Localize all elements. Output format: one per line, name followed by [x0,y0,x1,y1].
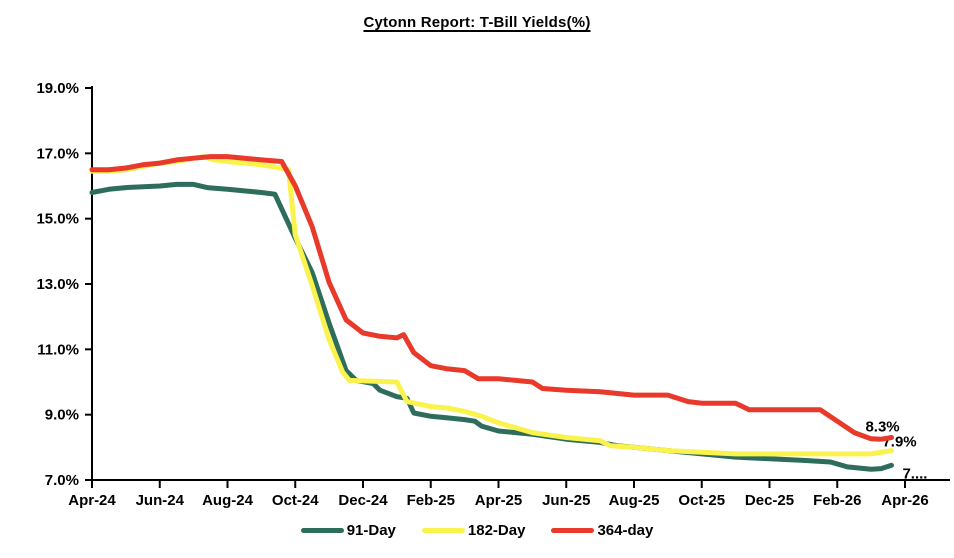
x-axis-label: Apr-26 [881,492,929,509]
x-axis-label: Jun-24 [136,492,185,509]
x-axis-label: Dec-24 [338,492,388,509]
x-axis-label: Feb-25 [407,492,455,509]
y-axis-label: 11.0% [37,341,79,358]
x-axis-label: Oct-24 [272,492,319,509]
x-axis-label: Aug-24 [202,492,253,509]
y-axis-label: 9.0% [45,407,79,424]
chart-legend: 91-Day 182-Day 364-day [0,517,954,543]
x-axis-label: Apr-24 [68,492,116,509]
x-axis-label: Apr-25 [475,492,523,509]
legend-item-182-day: 182-Day [421,521,526,539]
y-axis-label: 13.0% [36,276,79,293]
y-axis-label: 17.0% [36,145,79,162]
end-data-label-364-day: 8.3% [865,419,899,436]
chart-title: Cytonn Report: T-Bill Yields(%) [363,14,591,31]
legend-swatch-364-day [551,527,595,533]
legend-label-91-day: 91-Day [346,521,396,539]
tbill-yields-plot: 7.0% 9.0% 11.0% 13.0% 15.0% 17.0% 19.0% Apr-24 J… [36,80,950,509]
legend-label-364-day: 364-day [597,521,654,539]
series-line-364-day [89,154,894,442]
end-data-label-91-day: 7.... [902,465,927,482]
y-axis-label: 7.0% [45,472,79,489]
y-axis-label: 19.0% [36,80,79,97]
series-line-91-day [89,181,894,472]
x-axis-label: Jun-25 [542,492,590,509]
y-axis-label: 15.0% [36,211,79,228]
x-axis-label: Dec-25 [745,492,794,509]
legend-label-182-day: 182-Day [467,521,526,539]
axes [85,86,950,488]
x-axis-label: Feb-26 [813,492,861,509]
x-axis-label: Oct-25 [678,492,725,509]
legend-item-364-day: 364-day [551,522,653,539]
legend-swatch-91-day [300,527,344,533]
x-axis-label: Aug-25 [609,492,660,509]
legend-item-91-day: 91-Day [300,521,396,539]
legend-swatch-182-day [421,527,465,533]
